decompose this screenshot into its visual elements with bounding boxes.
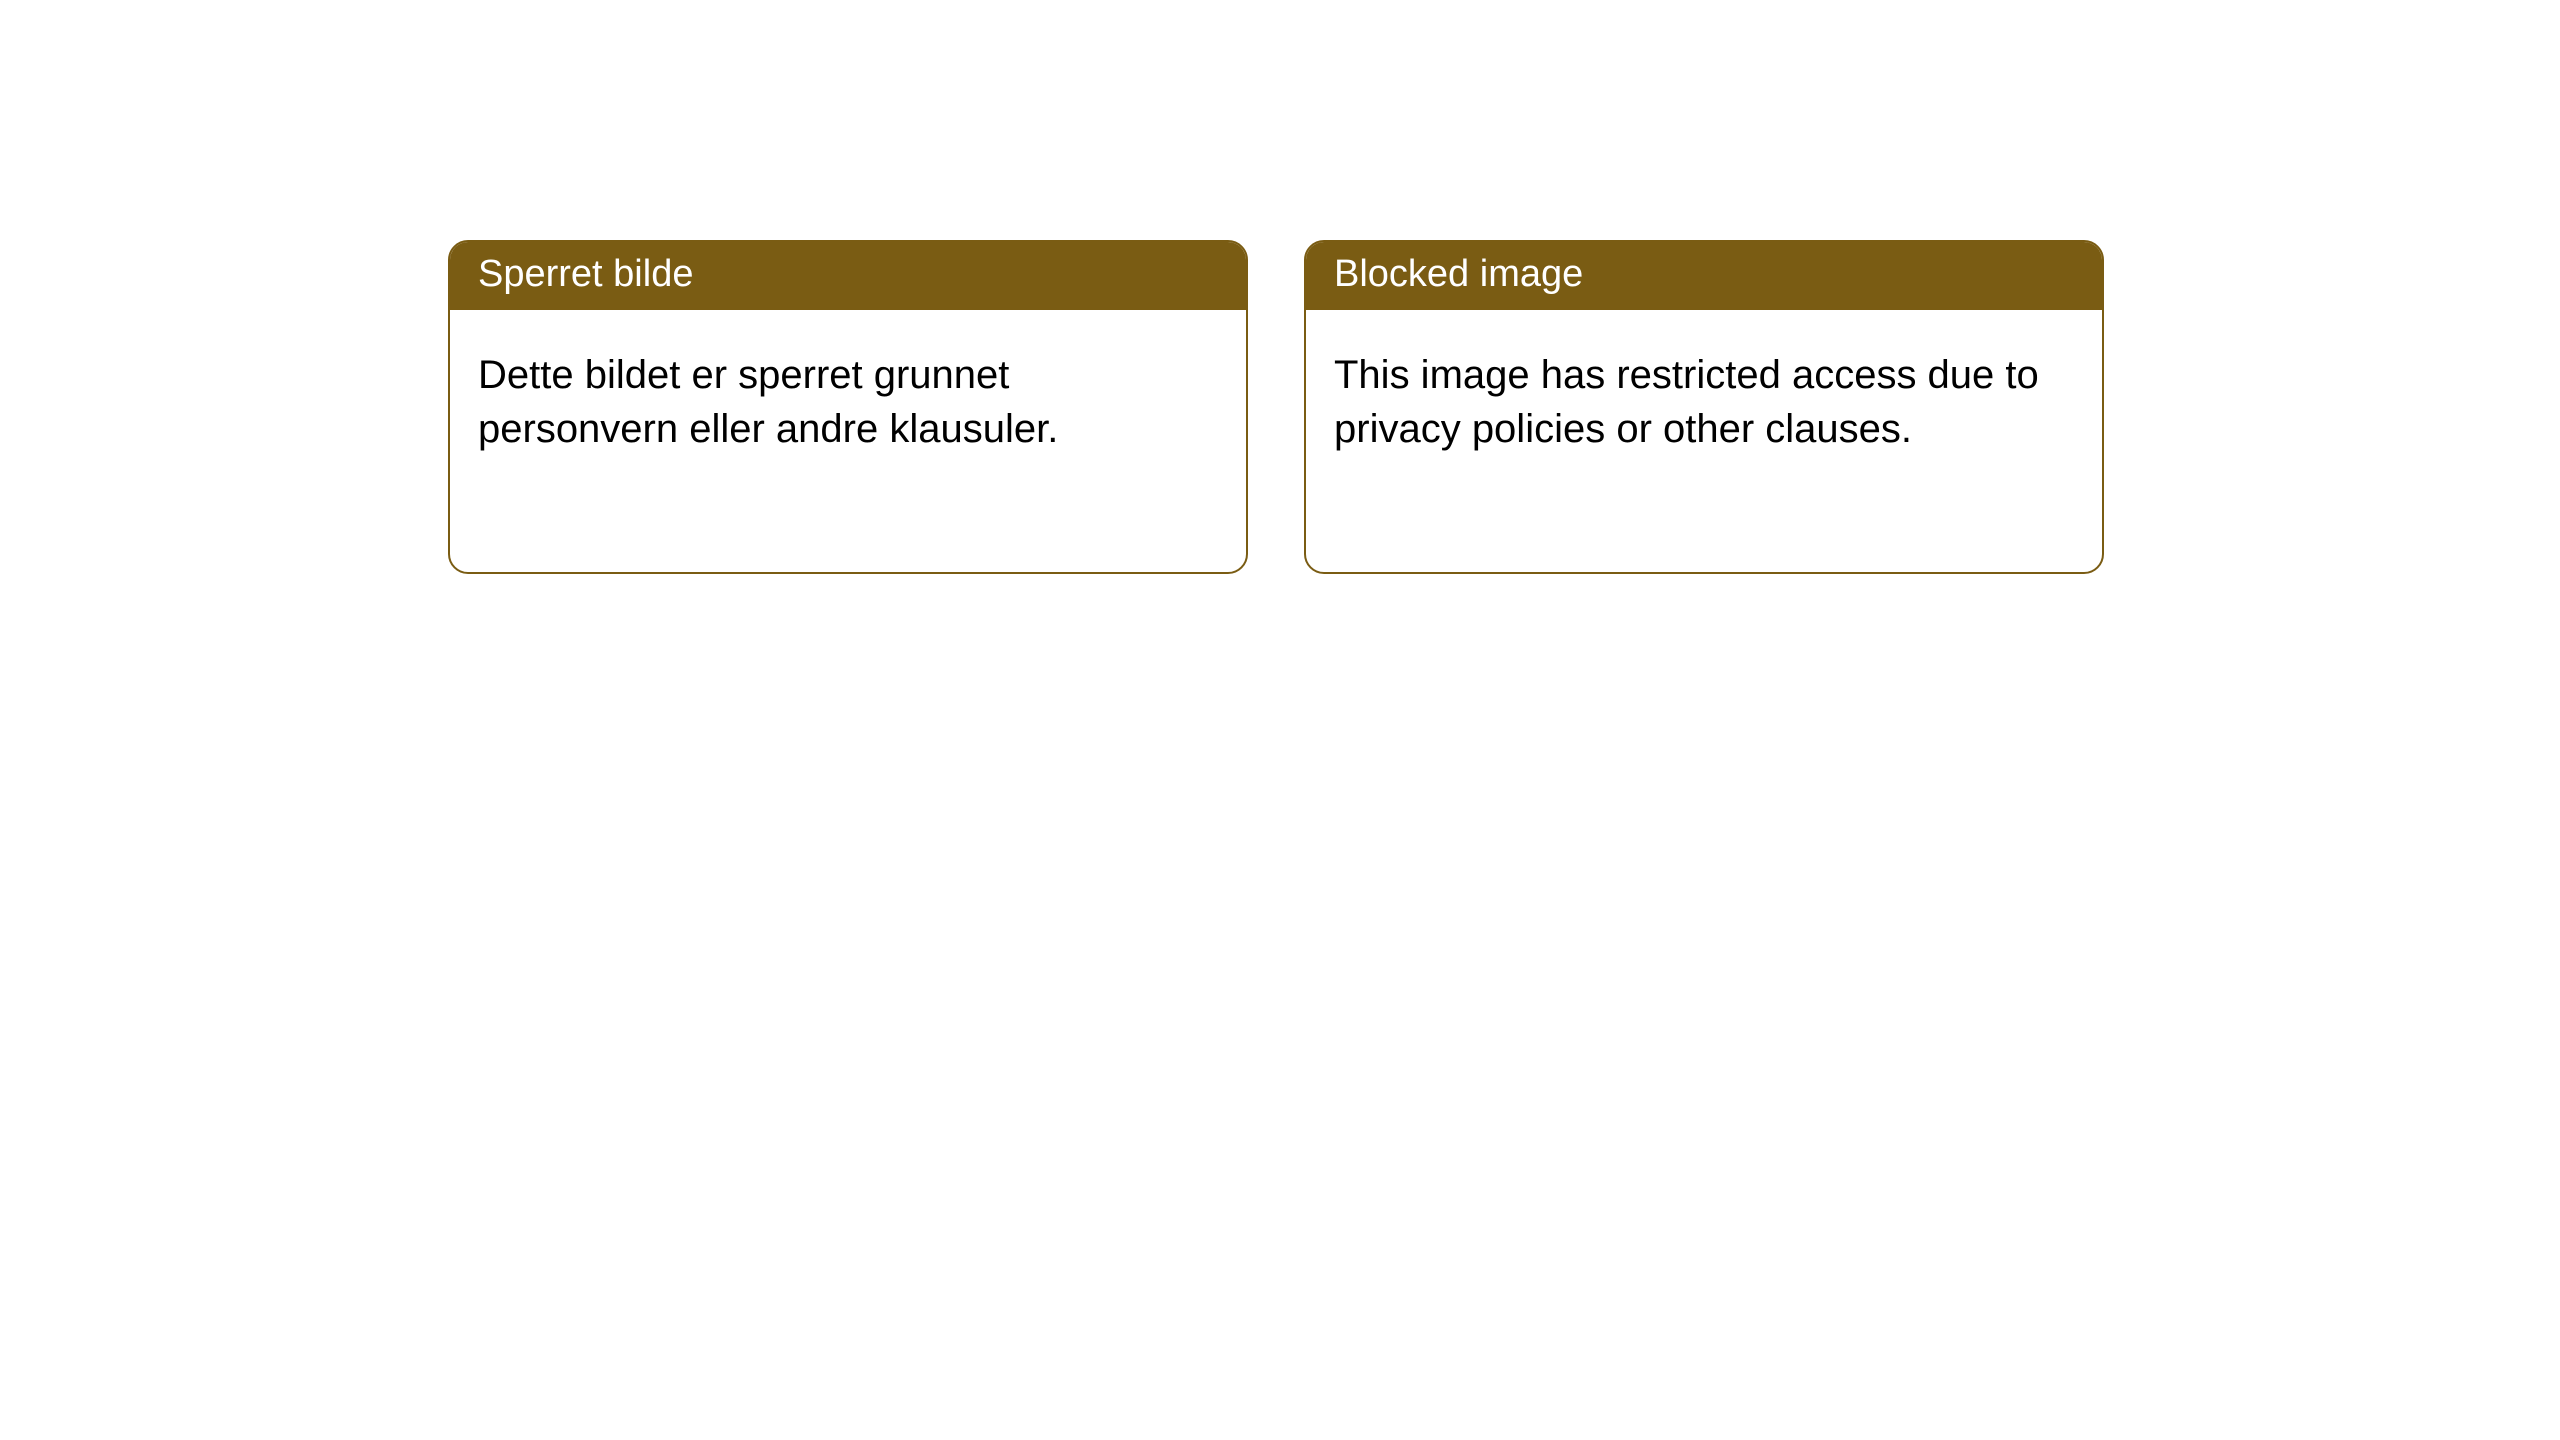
- notice-body-norwegian: Dette bildet er sperret grunnet personve…: [450, 310, 1246, 494]
- notice-body-english: This image has restricted access due to …: [1306, 310, 2102, 494]
- notice-title-english: Blocked image: [1306, 242, 2102, 310]
- notice-title-norwegian: Sperret bilde: [450, 242, 1246, 310]
- notice-card-english: Blocked image This image has restricted …: [1304, 240, 2104, 574]
- notice-card-norwegian: Sperret bilde Dette bildet er sperret gr…: [448, 240, 1248, 574]
- notice-container: Sperret bilde Dette bildet er sperret gr…: [0, 0, 2560, 574]
